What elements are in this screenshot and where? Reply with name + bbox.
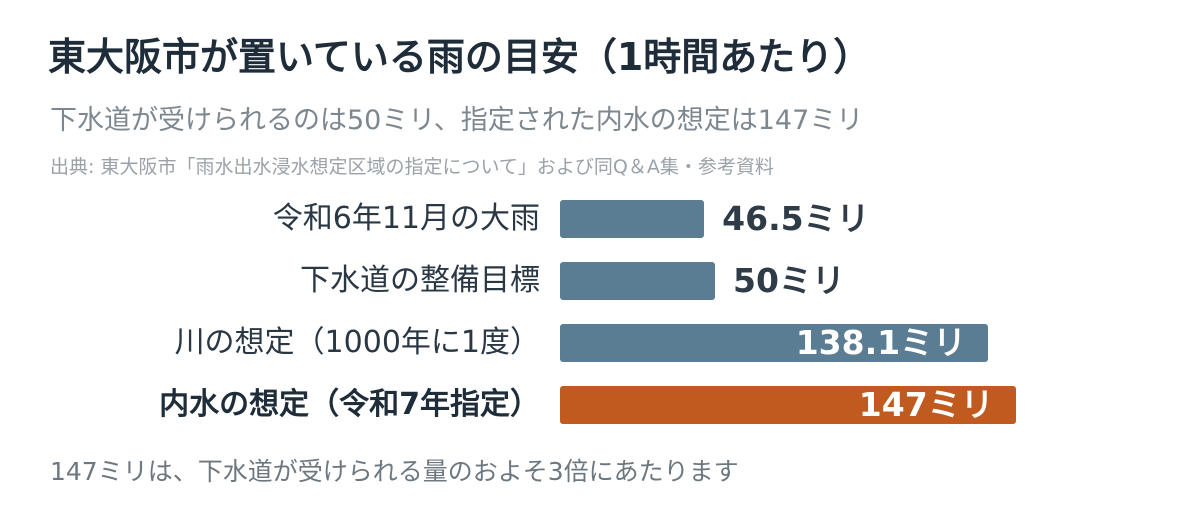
- chart-title: 東大阪市が置いている雨の目安（1時間あたり）: [48, 35, 872, 79]
- bar-chart: 令和6年11月の大雨 46.5ミリ下水道の整備目標 50ミリ川の想定（1000年に1…: [0, 190, 1200, 440]
- chart-subtitle: 下水道が受けられるのは50ミリ、指定された内水の想定は147ミリ: [50, 105, 864, 136]
- footnote: 147ミリは、下水道が受けられる量のおよそ3倍にあたります: [50, 457, 739, 486]
- value-label: 138.1ミリ: [795, 323, 967, 362]
- source-note: 出典: 東大阪市「雨水出水浸水想定区域の指定について」および同Q＆A集・参考資料: [50, 156, 774, 178]
- bar: [560, 262, 715, 300]
- category-label: 令和6年11月の大雨: [272, 201, 540, 236]
- value-label: 50ミリ: [733, 261, 845, 300]
- category-label: 下水道の整備目標: [300, 263, 540, 298]
- bar: [560, 386, 1016, 424]
- category-label: 内水の想定（令和7年指定）: [159, 387, 540, 422]
- bar: [560, 324, 989, 362]
- bar: [560, 200, 705, 238]
- category-label: 川の想定（1000年に1度）: [174, 325, 540, 360]
- value-label: 147ミリ: [858, 385, 994, 424]
- value-label: 46.5ミリ: [722, 199, 870, 238]
